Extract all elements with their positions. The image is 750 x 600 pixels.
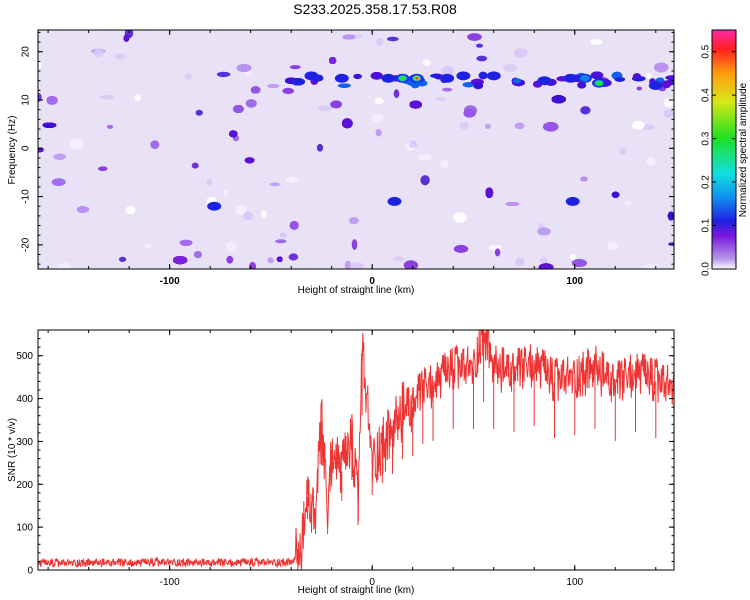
hotspot-13: [207, 201, 222, 211]
hotspot-1: [334, 73, 349, 83]
colorbar-tick-label: 0.5: [701, 44, 712, 58]
spectrogram-y-tick-label: -20: [21, 237, 32, 252]
colorbar: 0.0 0.1 0.2 0.3 0.4 0.5 Normalized spectral a…: [701, 29, 749, 276]
colorbar-tick-label: 0.2: [701, 175, 712, 189]
snr-x-axis-label: Height of straight line (km): [298, 585, 415, 596]
spectrogram-x-tick-label: 100: [566, 276, 583, 287]
spectrogram-x-tick-label: -100: [160, 276, 180, 287]
spectrogram-y-tick-label: 10: [21, 94, 32, 106]
spectrogram-background: [38, 30, 674, 269]
spectrogram-x-tick-label: 0: [369, 276, 375, 287]
spectrogram-frame: [37, 29, 675, 270]
colorbar-scale: [711, 29, 737, 270]
snr-panel: -100 0 100 0 100 200 300 400 500 Height of strai…: [7, 329, 675, 596]
hotspot-3: [395, 73, 410, 83]
spectrogram-noise: [38, 30, 674, 269]
hotspot-5: [440, 73, 455, 83]
colorbar-tick-label: 0.4: [701, 88, 712, 102]
snr-y-tick-label: 0: [27, 566, 33, 577]
snr-y-tick-label: 400: [16, 394, 33, 405]
colorbar-tick-label: 0.0: [701, 262, 712, 276]
spectrogram-x-axis-label: Height of straight line (km): [298, 285, 415, 296]
snr-y-tick-label: 300: [16, 437, 33, 448]
spectrogram-y-tick-label: 0: [21, 145, 32, 151]
colorbar-label: Normalized spectral amplitude: [738, 82, 749, 217]
colorbar-tick-label: 0.3: [701, 131, 712, 145]
snr-y-axis-label: SNR (10 * v/v): [7, 418, 18, 482]
hotspot-15: [565, 196, 580, 206]
snr-y-tick-label: 500: [16, 351, 33, 362]
snr-x-tick-label: -100: [160, 577, 180, 588]
spectrogram-y-axis-label: Frequency (Hz): [7, 116, 18, 185]
hotspot-8: [537, 76, 552, 86]
hotspot-4: [409, 73, 424, 83]
hotspot-10: [577, 73, 592, 83]
spectrogram-signal: [207, 71, 663, 211]
spectrogram-y-tick-label: 20: [21, 46, 32, 58]
hotspot-14: [387, 196, 402, 206]
hotspot-0: [304, 71, 319, 81]
snr-x-tick-label: 0: [369, 577, 375, 588]
snr-x-tick-label: 100: [566, 577, 583, 588]
hotspot-7: [486, 71, 501, 81]
spectrogram-y-tick-label: -10: [21, 189, 32, 204]
snr-y-tick-label: 100: [16, 523, 33, 534]
hotspot-6: [456, 71, 471, 81]
hotspot-2: [381, 73, 396, 83]
hotspot-12: [648, 81, 663, 91]
hotspot-9: [563, 73, 578, 83]
hotspot-11: [592, 78, 607, 88]
snr-series-line: [38, 330, 674, 570]
colorbar-tick-label: 0.1: [701, 218, 712, 232]
snr-y-tick-label: 200: [16, 480, 33, 491]
chart-title: S233.2025.358.17.53.R08: [293, 1, 457, 17]
